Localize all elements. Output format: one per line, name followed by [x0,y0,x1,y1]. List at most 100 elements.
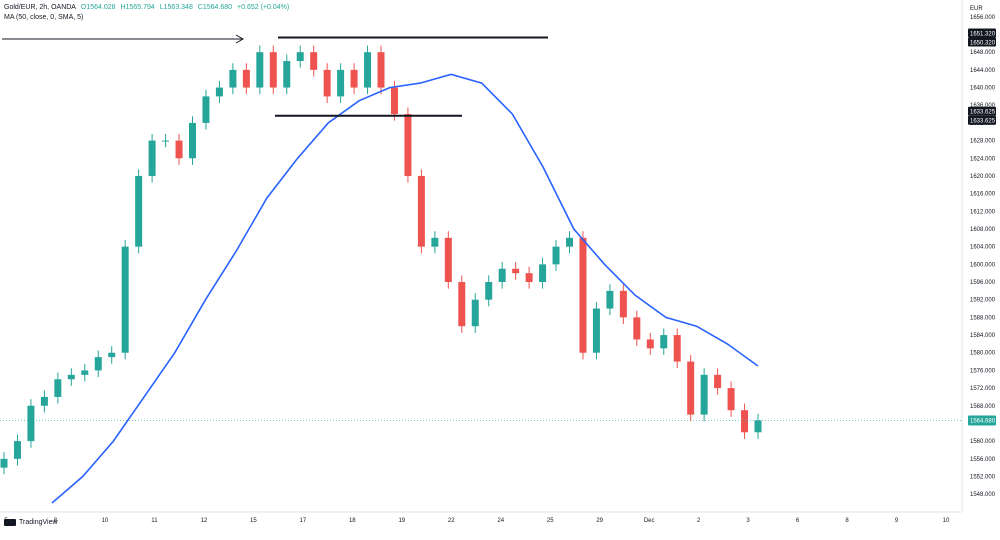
resistance-price-tag [968,28,996,38]
resistance-price-2-label: 1650.320 [970,41,996,47]
y-tick-label: 1648.000 [970,50,996,56]
y-tick-label: 1588.000 [970,315,996,321]
candle-body [660,335,668,349]
y-tick-label: 1592.000 [970,298,996,304]
x-tick-label: 3 [746,518,750,524]
candle-body [592,308,600,353]
x-tick-label: 19 [398,518,405,524]
x-tick-label: 24 [497,518,504,524]
candle-body [471,299,479,327]
candle-body [310,52,318,70]
x-tick-label: 25 [547,518,554,524]
candle-body [417,175,425,247]
x-tick-label: 12 [201,518,208,524]
x-tick-label: Dec [644,518,655,524]
candle-body [175,140,183,159]
candle-body [27,405,35,442]
y-tick-label: 1584.000 [970,333,996,339]
x-tick-label: 6 [796,518,800,524]
resistance-price-label: 1651.320 [970,32,996,38]
x-tick-label: 29 [596,518,603,524]
low-value: L1563.348 [159,4,193,11]
candle-body [256,52,264,88]
x-tick-label: 8 [54,518,58,524]
support-price-tag [968,106,996,116]
x-tick-label: 17 [299,518,306,524]
candle-body [364,52,372,88]
high-value: H1565.794 [120,4,155,11]
support-price-2-tag [968,115,996,125]
candle-body [0,458,8,468]
tradingview-icon [4,519,16,526]
symbol-label: Gold/EUR, 2h, OANDA [4,4,76,11]
candle-body [390,87,398,115]
candle-body [539,264,547,283]
candle-body [498,268,506,283]
arrow-head [235,34,245,44]
x-tick-label: 15 [250,518,257,524]
x-tick-label: 10 [102,518,109,524]
candle-body [135,175,143,247]
last-price-label: 1564.680 [970,418,996,424]
y-tick-label: 1624.000 [970,156,996,162]
close-value: C1564.680 [197,4,233,11]
y-tick-label: 1604.000 [970,245,996,251]
candle-body [444,237,452,283]
y-tick-label: 1636.000 [970,103,996,109]
y-tick-label: 1552.000 [970,474,996,480]
change-value: +0.652 (+0.04%) [237,4,290,11]
candle-body [162,140,170,142]
candle-body [121,246,129,353]
candle-body [566,237,573,247]
candle-body [619,290,627,318]
indicator-label: MA (50, close, 0, SMA, 5) [4,14,84,21]
candle-body [525,273,533,283]
candle-body [404,114,412,176]
y-tick-label: 1572.000 [970,386,996,392]
y-tick-label: 1628.000 [970,139,996,145]
x-tick-label: 11 [151,518,158,524]
candle-body [512,268,520,274]
candle-body [377,52,385,88]
resistance-price-2-tag [968,37,996,47]
y-tick-label: 1644.000 [970,68,996,74]
y-tick-label: 1616.000 [970,192,996,198]
candle-body [242,69,250,88]
candle-body [67,374,75,380]
moving-average-line [51,73,759,504]
candle-body [54,379,62,397]
chart-legend: Gold/EUR, 2h, OANDA O1564.028 H1565.794 … [4,3,292,23]
candle-body [148,140,156,176]
tradingview-logo[interactable]: TradingView [4,519,58,526]
candle-body [754,420,762,433]
candle-body [13,441,21,459]
candle-body [673,335,681,362]
support-price-2-label: 1633.625 [970,119,996,125]
candle-body [606,290,614,309]
support-price-label: 1633.625 [970,110,996,116]
candle-body [283,61,291,88]
y-tick-label: 1560.000 [970,439,996,445]
open-value: O1564.028 [80,4,116,11]
candle-body [714,374,722,389]
y-tick-label: 1580.000 [970,351,996,357]
last-price-tag [968,415,996,426]
candle-body [485,282,493,300]
x-tick-label: 9 [895,518,899,524]
y-tick-label: 1656.000 [970,15,996,21]
x-tick-label: 8 [845,518,849,524]
candle-body [741,410,749,433]
x-tick-label: 18 [349,518,356,524]
candle-body [458,282,466,327]
x-tick-label: 22 [448,518,455,524]
candle-body [633,317,641,340]
candle-body [552,246,560,265]
y-tick-label: 1640.000 [970,86,996,92]
y-tick-label: 1608.000 [970,227,996,233]
candle-body [337,69,345,97]
candle-body [646,339,654,349]
candle-body [700,374,708,415]
candle-body [269,52,277,88]
